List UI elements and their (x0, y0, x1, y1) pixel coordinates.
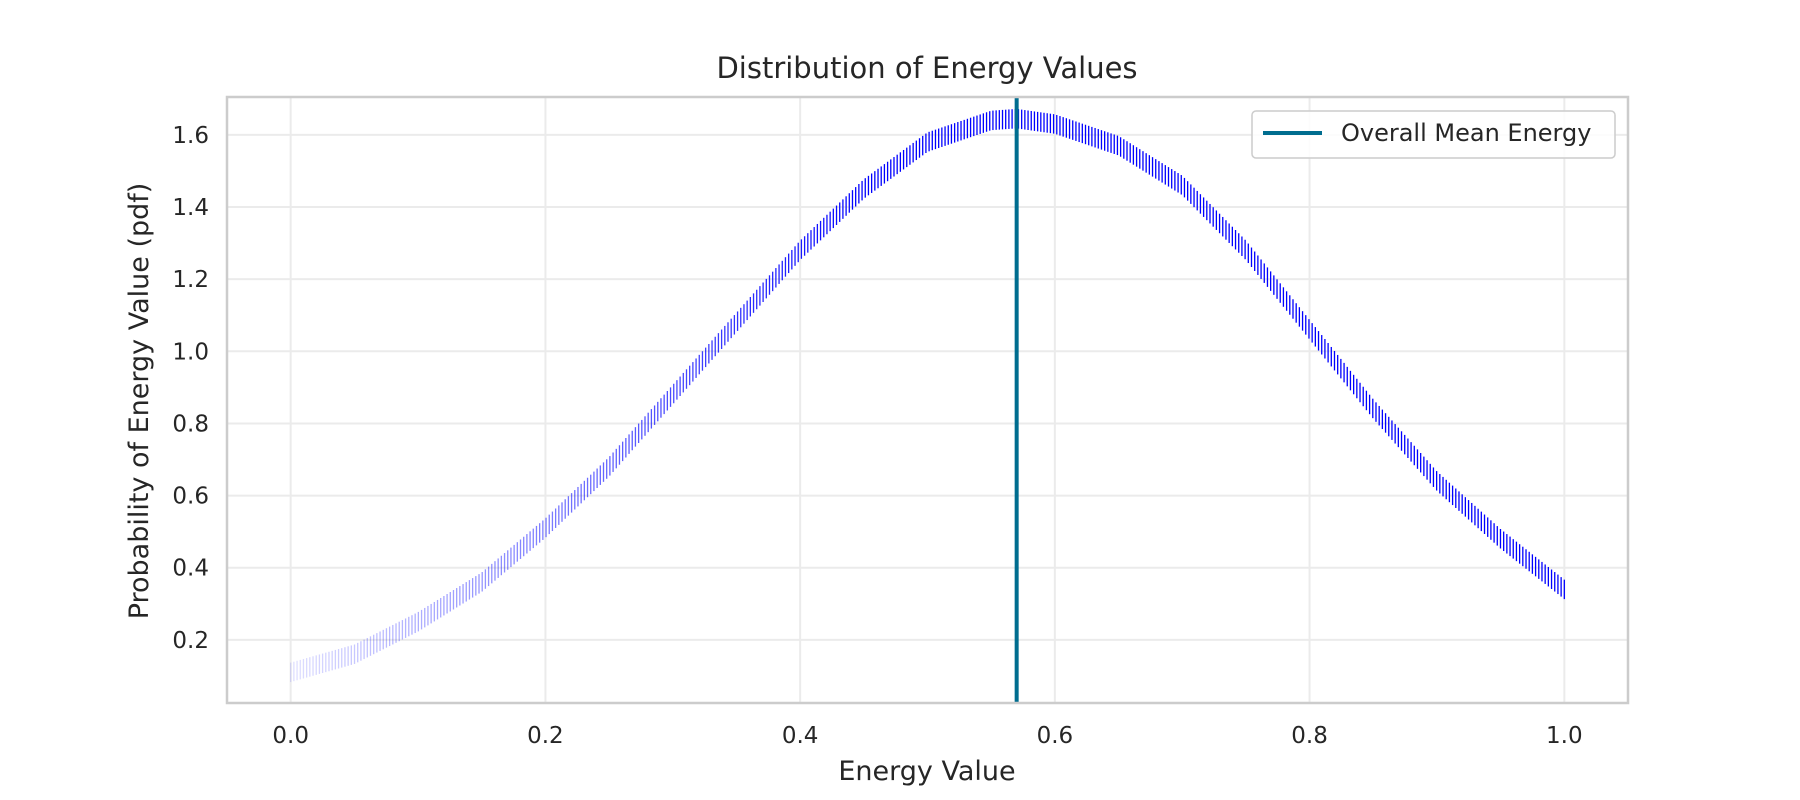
x-tick-label: 0.0 (272, 723, 309, 749)
y-tick-label: 1.0 (172, 339, 209, 365)
pdf-series (290, 109, 1565, 683)
y-tick-label: 1.6 (172, 123, 209, 149)
tick-labels: 0.0 0.2 0.4 0.6 0.8 1.0 0.2 0.4 0.6 0.8 1.0 1.2 1.4 1… (172, 123, 1582, 749)
x-tick-label: 0.8 (1291, 723, 1328, 749)
x-tick-label: 0.6 (1037, 723, 1074, 749)
y-tick-label: 0.4 (172, 556, 209, 582)
chart-title: Distribution of Energy Values (716, 51, 1137, 85)
x-axis-title: Energy Value (838, 756, 1015, 787)
y-tick-label: 0.2 (172, 628, 209, 654)
x-tick-label: 1.0 (1546, 723, 1583, 749)
y-tick-label: 1.2 (172, 267, 209, 293)
legend-box (1251, 110, 1616, 159)
y-axis-title: Probability of Energy Value (pdf) (124, 183, 155, 620)
legend-label: Overall Mean Energy (1341, 119, 1591, 147)
y-tick-label: 1.4 (172, 195, 209, 221)
y-tick-label: 0.6 (172, 484, 209, 510)
y-tick-label: 0.8 (172, 411, 209, 437)
legend: Overall Mean Energy (1251, 110, 1616, 159)
x-tick-label: 0.4 (782, 723, 819, 749)
x-tick-label: 0.2 (527, 723, 564, 749)
plot-frame (225, 95, 1630, 705)
